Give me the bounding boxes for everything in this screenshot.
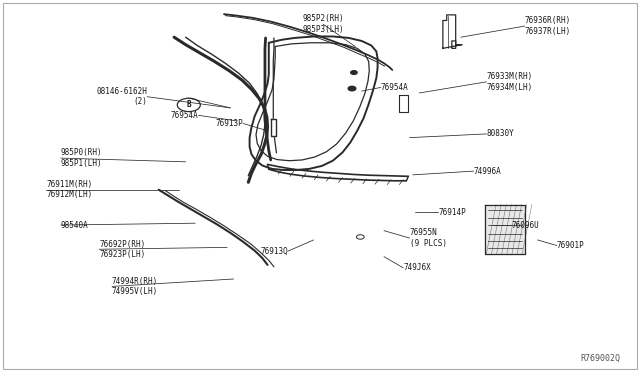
Text: 76692P(RH)
76923P(LH): 76692P(RH) 76923P(LH) bbox=[99, 240, 145, 259]
Text: 985P0(RH)
985P1(LH): 985P0(RH) 985P1(LH) bbox=[61, 148, 102, 168]
Text: 80830Y: 80830Y bbox=[486, 129, 514, 138]
Text: 76954A: 76954A bbox=[381, 83, 408, 92]
Text: 74994R(RH)
74995V(LH): 74994R(RH) 74995V(LH) bbox=[112, 277, 158, 296]
Polygon shape bbox=[443, 15, 462, 48]
Text: 76914P: 76914P bbox=[438, 208, 466, 217]
Text: 76955N
(9 PLCS): 76955N (9 PLCS) bbox=[410, 228, 447, 248]
Text: 76913Q: 76913Q bbox=[260, 247, 288, 256]
Text: 76913P: 76913P bbox=[216, 119, 243, 128]
Text: 98540A: 98540A bbox=[61, 221, 88, 230]
Text: 76954A: 76954A bbox=[171, 111, 198, 120]
Text: 76936R(RH)
76937R(LH): 76936R(RH) 76937R(LH) bbox=[525, 16, 571, 36]
Text: 76096U: 76096U bbox=[512, 221, 540, 230]
Text: 76901P: 76901P bbox=[557, 241, 584, 250]
Polygon shape bbox=[399, 95, 408, 112]
Text: B: B bbox=[186, 100, 191, 109]
Text: 749J6X: 749J6X bbox=[403, 263, 431, 272]
Text: 08146-6162H
(2): 08146-6162H (2) bbox=[97, 87, 147, 106]
Text: 74996A: 74996A bbox=[474, 167, 501, 176]
Text: 985P2(RH)
985P3(LH): 985P2(RH) 985P3(LH) bbox=[302, 15, 344, 34]
Polygon shape bbox=[271, 119, 276, 136]
Text: R769002Q: R769002Q bbox=[581, 354, 621, 363]
Text: 76933M(RH)
76934M(LH): 76933M(RH) 76934M(LH) bbox=[486, 72, 532, 92]
Text: 76911M(RH)
76912M(LH): 76911M(RH) 76912M(LH) bbox=[46, 180, 92, 199]
Circle shape bbox=[351, 71, 357, 74]
Polygon shape bbox=[485, 205, 525, 254]
Circle shape bbox=[348, 86, 356, 91]
